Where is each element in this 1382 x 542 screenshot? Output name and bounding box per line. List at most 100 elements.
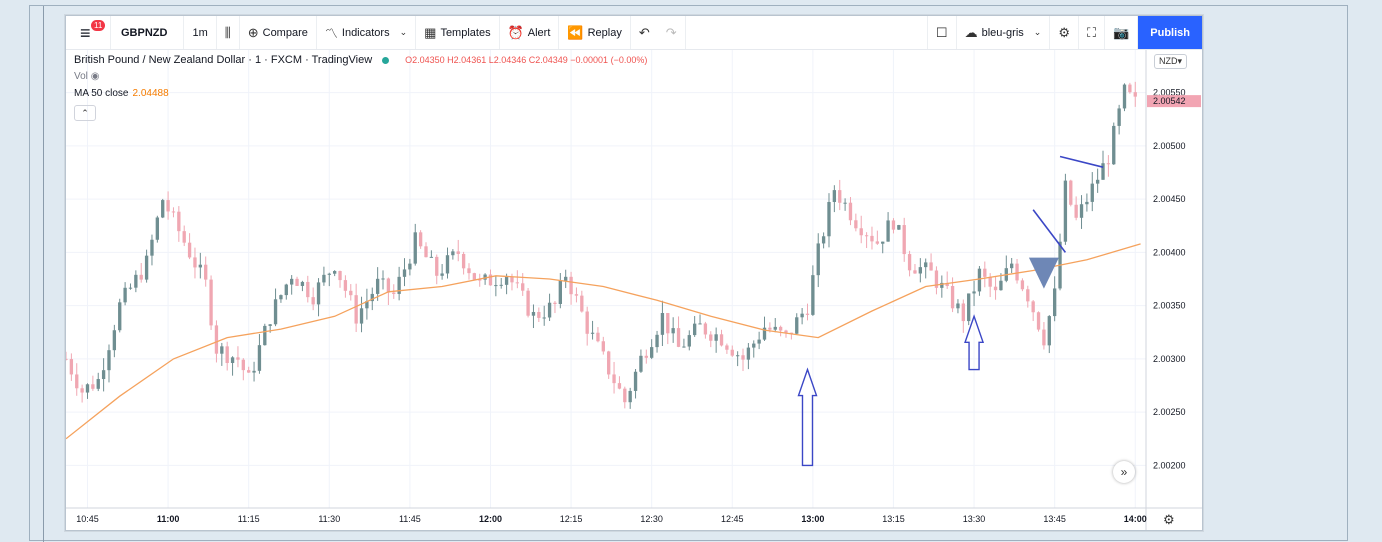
candle-body bbox=[365, 301, 369, 309]
indicators-button[interactable]: 〽 Indicators ⌄ bbox=[317, 16, 417, 49]
candle-body bbox=[1042, 329, 1046, 346]
fullscreen-button[interactable]: ⛶ bbox=[1079, 16, 1106, 49]
currency-selector[interactable]: NZD▾ bbox=[1154, 54, 1188, 69]
interval-button[interactable]: 1m bbox=[184, 16, 217, 49]
scale-settings-button[interactable]: ⚙ bbox=[1163, 512, 1175, 528]
undo-button[interactable]: ↶ bbox=[631, 16, 658, 49]
candle-body bbox=[349, 290, 353, 296]
candle-body bbox=[220, 346, 224, 354]
replay-button[interactable]: ⏪ Replay bbox=[559, 16, 631, 49]
candle-body bbox=[440, 273, 444, 276]
candle-body bbox=[85, 384, 90, 393]
candle-body bbox=[1117, 108, 1121, 126]
candle-body bbox=[924, 262, 928, 268]
candle-body bbox=[456, 251, 460, 254]
candle-body bbox=[848, 202, 853, 221]
settings-button[interactable]: ⚙ bbox=[1050, 16, 1079, 49]
gear-icon: ⚙ bbox=[1163, 512, 1175, 527]
candle-body bbox=[623, 388, 627, 403]
candle-body bbox=[601, 341, 605, 352]
candle-body bbox=[639, 355, 643, 372]
rewind-icon: ⏪ bbox=[567, 24, 584, 40]
chart-type-button[interactable]: ⫼ bbox=[217, 16, 240, 49]
candle-body bbox=[660, 313, 665, 335]
candle-body bbox=[676, 328, 681, 347]
notification-badge: 11 bbox=[91, 20, 106, 31]
candle-body bbox=[316, 282, 321, 305]
candle-body bbox=[483, 274, 487, 280]
candle-body bbox=[719, 334, 724, 346]
candle-body bbox=[1101, 163, 1105, 180]
candle-body bbox=[687, 335, 691, 347]
candle-body bbox=[983, 268, 987, 277]
candle-body bbox=[241, 359, 245, 371]
candle-body bbox=[746, 347, 751, 360]
candle-body bbox=[977, 268, 982, 292]
scroll-to-realtime-button[interactable]: » bbox=[1113, 461, 1135, 483]
candle-body bbox=[553, 302, 557, 304]
chevron-down-icon: ▾ bbox=[1177, 56, 1183, 66]
candle-body bbox=[451, 251, 455, 256]
templates-button[interactable]: ▦ Templates bbox=[416, 16, 500, 49]
symbol-search[interactable]: GBPNZD bbox=[111, 16, 185, 49]
alert-button[interactable]: ⏰ Alert bbox=[500, 16, 560, 49]
indicators-label: Indicators bbox=[341, 26, 390, 39]
x-tick-label: 12:45 bbox=[721, 514, 744, 524]
candle-body bbox=[891, 220, 896, 230]
y-tick-label: 2.00350 bbox=[1153, 301, 1186, 311]
candle-body bbox=[311, 297, 315, 305]
candle-body bbox=[692, 323, 697, 336]
candle-body bbox=[907, 254, 912, 271]
candle-body bbox=[993, 286, 998, 291]
candle-body bbox=[354, 295, 358, 324]
candle-body bbox=[682, 346, 686, 348]
candle-body bbox=[386, 278, 391, 293]
candle-body bbox=[1133, 92, 1137, 97]
snapshot-button[interactable]: 📷 bbox=[1105, 16, 1139, 49]
candle-body bbox=[1122, 84, 1127, 109]
candle-body bbox=[956, 303, 960, 309]
candle-body bbox=[402, 269, 407, 277]
redo-button[interactable]: ↷ bbox=[658, 16, 686, 49]
candle-body bbox=[558, 280, 562, 304]
gear-icon: ⚙ bbox=[1058, 24, 1070, 40]
candle-body bbox=[338, 271, 342, 281]
candle-body bbox=[1047, 316, 1051, 346]
candle-body bbox=[757, 339, 761, 344]
publish-button[interactable]: Publish bbox=[1138, 16, 1202, 49]
candle-body bbox=[934, 270, 939, 288]
x-tick-label: 11:15 bbox=[238, 514, 260, 524]
candle-body bbox=[236, 357, 240, 360]
candle-body bbox=[709, 334, 713, 341]
layout-toggle[interactable]: ☐ bbox=[928, 16, 957, 49]
square-icon: ☐ bbox=[935, 24, 948, 40]
candle-body bbox=[327, 273, 331, 275]
candle-body bbox=[805, 313, 810, 315]
candle-body bbox=[230, 357, 235, 364]
candle-body bbox=[918, 267, 922, 274]
trend-line-annotation bbox=[1032, 209, 1067, 253]
candle-body bbox=[322, 274, 326, 283]
price-chart[interactable]: 2.00200 2.00250 2.00300 2.00350 2.00400 2.004… bbox=[66, 16, 1202, 530]
candle-body bbox=[494, 285, 498, 287]
down-triangle-annotation bbox=[1028, 257, 1059, 289]
layout-menu[interactable]: ☁ bleu-gris ⌄ bbox=[957, 16, 1051, 49]
candle-body bbox=[972, 291, 976, 294]
eye-icon[interactable]: ◉ bbox=[90, 71, 100, 82]
compare-button[interactable]: ⊕ Compare bbox=[240, 16, 317, 49]
candle-body bbox=[375, 278, 380, 294]
candle-body bbox=[827, 201, 831, 237]
candle-body bbox=[666, 313, 670, 334]
candle-body bbox=[284, 284, 288, 296]
collapse-legend-button[interactable]: ⌃ bbox=[74, 105, 96, 121]
candle-body bbox=[843, 202, 847, 204]
candle-body bbox=[607, 351, 611, 375]
candles bbox=[66, 81, 1137, 409]
chart-legend: British Pound / New Zealand Dollar · 1 ·… bbox=[74, 54, 647, 121]
candle-body bbox=[134, 274, 138, 288]
menu-button[interactable]: ≡ 11 bbox=[66, 16, 111, 49]
ma-label: MA 50 close bbox=[74, 88, 129, 99]
candle-body bbox=[80, 388, 84, 393]
candle-body bbox=[161, 200, 165, 218]
candle-body bbox=[1052, 288, 1057, 317]
